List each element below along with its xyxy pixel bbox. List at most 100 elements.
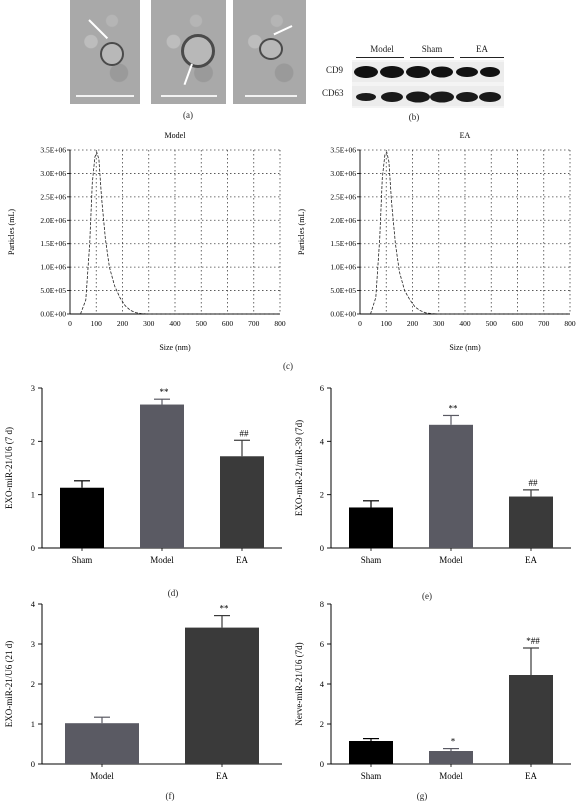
x-tick-label: Model: [439, 555, 463, 565]
y-tick-label: 1: [31, 719, 35, 729]
bar-sham: [349, 741, 393, 764]
x-tick-label: Model: [150, 555, 174, 565]
chart-g: 0 2 4 6 8 Sham * Model *## EA Nerve-miR-21/U6 (7d): [294, 599, 571, 781]
y-tick-label: 3.0E+06: [330, 169, 356, 178]
y-tick-label: 5.0E+05: [40, 286, 66, 295]
x-axis-label: Size (nm): [449, 343, 481, 352]
y-tick-label: 8: [320, 599, 324, 609]
x-tick-label: 100: [381, 319, 393, 328]
chart-e: 0 2 4 6 Sham ** Model ## EA EXO-miR-21/miR-39 (7d…: [294, 383, 571, 565]
x-tick-label: 400: [169, 319, 181, 328]
y-axis-label: EXO-miR-21/U6 (21 d): [4, 641, 14, 728]
x-tick-label: 300: [143, 319, 155, 328]
wb-group-label-sham: Sham: [421, 44, 443, 54]
panel-label-a: (a): [183, 110, 193, 120]
y-tick-label: 2.5E+06: [40, 192, 66, 201]
bar-ea: [509, 675, 553, 764]
y-axis-label: EXO-miR-21/U6 (7 d): [4, 427, 14, 509]
wb-group-label-model: Model: [370, 44, 394, 54]
blot-bands: [352, 62, 504, 106]
x-tick-label: 700: [248, 319, 260, 328]
western-blot-image: [352, 60, 504, 108]
bar-model: [429, 751, 473, 764]
x-tick-label: Sham: [361, 771, 382, 781]
significance-label: *##: [526, 636, 540, 646]
y-axis-label: EXO-miR-21/miR-39 (7d): [294, 420, 304, 516]
x-tick-label: 500: [486, 319, 498, 328]
panel-label-g: (g): [416, 791, 428, 801]
panel-label-f: (f): [165, 791, 175, 801]
wb-group-label-ea: EA: [476, 44, 488, 54]
y-tick-label: 2.0E+06: [40, 216, 66, 225]
series-line: [80, 151, 280, 315]
chart-title: EA: [460, 131, 471, 140]
chart-f: 0 1 2 3 4 Model ** EA EXO-miR-21/U6 (21 d): [4, 599, 282, 781]
x-tick-label: 700: [538, 319, 550, 328]
x-tick-label: 800: [564, 319, 576, 328]
panel-label-d: (d): [167, 588, 179, 598]
y-tick-label: 5.0E+05: [330, 286, 356, 295]
bar-model: [140, 404, 184, 548]
bar-ea: [220, 456, 264, 548]
bar-ea: [509, 496, 553, 548]
panel-label-b: (b): [408, 112, 420, 122]
x-tick-label: Sham: [72, 555, 93, 565]
y-tick-label: 1.5E+06: [330, 239, 356, 248]
x-tick-label: 500: [196, 319, 208, 328]
significance-label: **: [449, 403, 459, 413]
series-line: [370, 151, 570, 315]
wb-protein-cd9: CD9: [326, 65, 344, 75]
significance-label: ##: [529, 478, 539, 488]
panel-label-c: (c): [283, 361, 293, 371]
significance-label: *: [451, 737, 456, 747]
y-tick-label: 1: [31, 490, 35, 500]
chart-c2: EA 0 100 200 300 400 500 600 700 800 0.0E+00 5.0E+0…: [297, 131, 576, 352]
panel-label-e: (e): [422, 591, 432, 601]
y-tick-label: 4: [31, 599, 36, 609]
x-tick-label: EA: [216, 771, 228, 781]
x-tick-label: 600: [512, 319, 524, 328]
y-tick-label: 2: [320, 490, 324, 500]
x-tick-label: Model: [439, 771, 463, 781]
y-tick-label: 0: [31, 543, 35, 553]
x-tick-label: EA: [236, 555, 248, 565]
y-tick-label: 3.5E+06: [40, 146, 66, 155]
x-tick-label: 400: [459, 319, 471, 328]
x-tick-label: 0: [68, 319, 72, 328]
bar-sham: [349, 507, 393, 548]
x-axis-label: Size (nm): [159, 343, 191, 352]
x-tick-label: 200: [117, 319, 129, 328]
x-tick-label: 100: [91, 319, 103, 328]
significance-label: **: [220, 604, 230, 614]
bar-sham: [60, 487, 104, 548]
bar-ea: [185, 627, 259, 764]
y-tick-label: 2: [320, 719, 324, 729]
y-tick-label: 6: [320, 639, 324, 649]
wb-group-line-model: [356, 57, 404, 58]
y-tick-label: 2.5E+06: [330, 192, 356, 201]
wb-group-line-ea: [460, 57, 504, 58]
x-tick-label: 200: [407, 319, 419, 328]
x-tick-label: 600: [222, 319, 234, 328]
y-tick-label: 4: [320, 679, 325, 689]
tem-image-1: [70, 0, 140, 104]
y-tick-label: 0.0E+00: [40, 310, 66, 319]
y-tick-label: 0: [31, 759, 35, 769]
tem-image-2: [151, 0, 226, 104]
x-tick-label: EA: [525, 771, 537, 781]
chart-c1: Model 0 100 200 300 400 500 600 700 800 0.0E+00 5.0…: [7, 131, 286, 352]
y-tick-label: 4: [320, 436, 325, 446]
x-tick-label: Model: [90, 771, 114, 781]
bar-model: [65, 723, 139, 764]
y-tick-label: 0.0E+00: [330, 310, 356, 319]
y-tick-label: 1.5E+06: [40, 239, 66, 248]
y-tick-label: 1.0E+06: [40, 263, 66, 272]
tem-image-3: [233, 0, 306, 104]
y-tick-label: 6: [320, 383, 324, 393]
y-axis-label: Particles (mL): [7, 209, 16, 255]
y-axis-label: Particles (mL): [297, 209, 306, 255]
y-tick-label: 2: [31, 679, 35, 689]
y-tick-label: 3: [31, 383, 35, 393]
chart-d: 0 1 2 3 Sham ** Model ## EA EXO-miR-21/U6 (7 d): [4, 383, 282, 565]
significance-label: **: [160, 387, 170, 397]
